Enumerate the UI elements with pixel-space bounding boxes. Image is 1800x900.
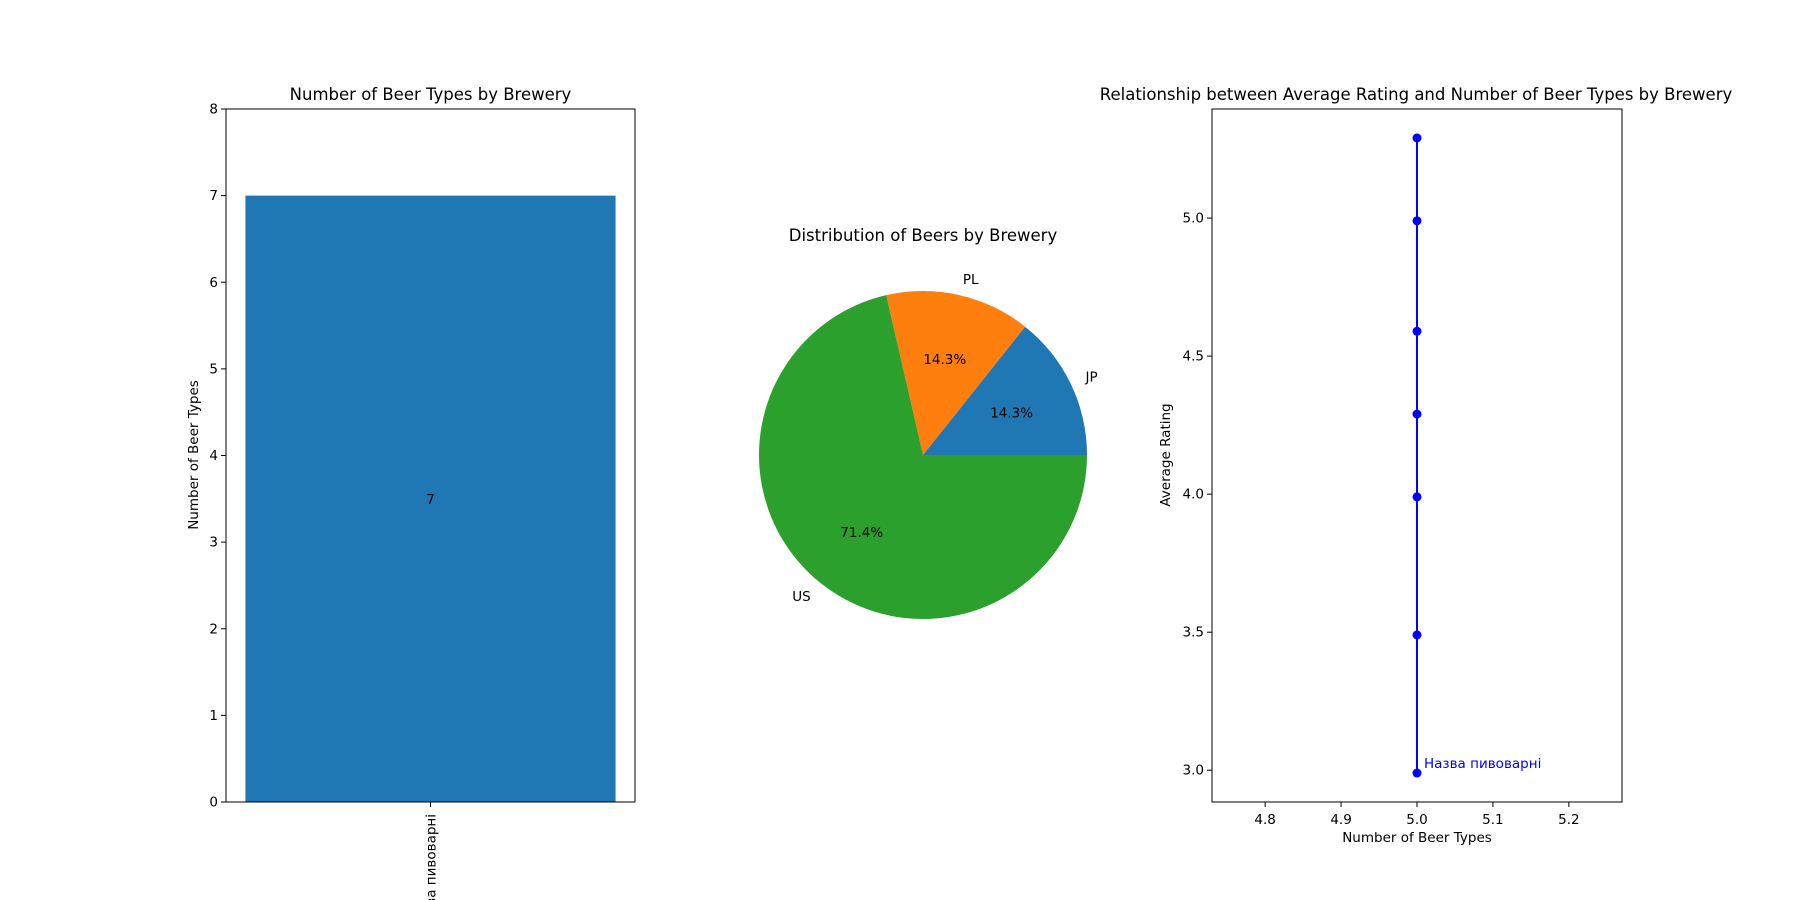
- pie-slice-us: [758, 295, 1087, 619]
- bar: [245, 195, 616, 802]
- bar-y-tick-label: 0: [209, 795, 218, 811]
- line-chart-frame: [1211, 108, 1623, 803]
- data-point: [1412, 216, 1422, 226]
- line-x-ticks: 4.8 4.9 5.0 5.1 5.2: [1254, 802, 1580, 828]
- data-point: [1412, 492, 1422, 502]
- data-point: [1412, 630, 1422, 640]
- line-x-axis-label: Number of Beer Types: [1342, 830, 1492, 846]
- pie-chart-title: Distribution of Beers by Brewery: [789, 226, 1058, 245]
- line-y-tick-label: 4.0: [1183, 487, 1204, 503]
- bar-chart: Number of Beer Types by Brewery 0 1 2 3 4 5 6 7…: [186, 85, 636, 900]
- bar-y-tick-label: 7: [209, 188, 218, 204]
- bar-x-tick-label: Назва пивоварні: [424, 814, 440, 900]
- pie-marks: JP 14.3% PL 14.3% US 71.4%: [758, 272, 1098, 619]
- bar-chart-frame: [225, 108, 636, 803]
- line-marks: Назва пивоварні: [1412, 133, 1541, 778]
- line-y-ticks: 3.0 3.5 4.0 4.5 5.0: [1183, 211, 1212, 779]
- data-point: [1412, 326, 1422, 336]
- bar-data-label: 7: [426, 492, 435, 508]
- pie-chart: Distribution of Beers by Brewery JP 14.3%…: [758, 226, 1098, 619]
- pie-label: US: [792, 589, 810, 605]
- bar-chart-title: Number of Beer Types by Brewery: [290, 85, 572, 104]
- bar-y-axis-label: Number of Beer Types: [186, 380, 202, 530]
- bar-marks: 7 Назва пивоварні: [245, 195, 616, 900]
- line-x-tick-label: 5.2: [1558, 812, 1579, 828]
- line-x-tick-label: 5.0: [1406, 812, 1427, 828]
- line-y-tick-label: 5.0: [1183, 211, 1204, 227]
- line-chart-title: Relationship between Average Rating and …: [1100, 85, 1733, 104]
- pie-slice-pl: [886, 290, 1026, 455]
- bar-y-tick-label: 4: [209, 448, 218, 464]
- data-point: [1412, 409, 1422, 419]
- pie-slice-jp: [923, 326, 1087, 455]
- bar-y-tick-label: 2: [209, 621, 218, 637]
- line-x-tick-label: 4.9: [1330, 812, 1351, 828]
- bar-y-ticks: 0 1 2 3 4 5 6 7 8: [209, 102, 226, 811]
- bar-y-tick-label: 5: [209, 361, 218, 377]
- line-chart: Relationship between Average Rating and …: [1100, 85, 1733, 846]
- bar-y-tick-label: 6: [209, 275, 218, 291]
- point-annotation: Назва пивоварні: [1424, 756, 1541, 772]
- line-y-tick-label: 3.0: [1183, 763, 1204, 779]
- pie-pct-label: 14.3%: [923, 352, 966, 368]
- line-x-tick-label: 5.1: [1482, 812, 1503, 828]
- line-x-tick-label: 4.8: [1254, 812, 1275, 828]
- line-y-axis-label: Average Rating: [1158, 403, 1174, 506]
- line-y-tick-label: 3.5: [1183, 625, 1204, 641]
- pie-pct-label: 14.3%: [990, 405, 1033, 421]
- data-point: [1412, 768, 1422, 778]
- bar-y-tick-label: 8: [209, 102, 218, 118]
- line-y-tick-label: 4.5: [1183, 349, 1204, 365]
- data-point: [1412, 133, 1422, 143]
- pie-label: PL: [963, 272, 979, 288]
- pie-pct-label: 71.4%: [840, 525, 883, 541]
- bar-y-tick-label: 3: [209, 535, 218, 551]
- bar-y-tick-label: 1: [209, 708, 218, 724]
- pie-label: JP: [1084, 370, 1097, 386]
